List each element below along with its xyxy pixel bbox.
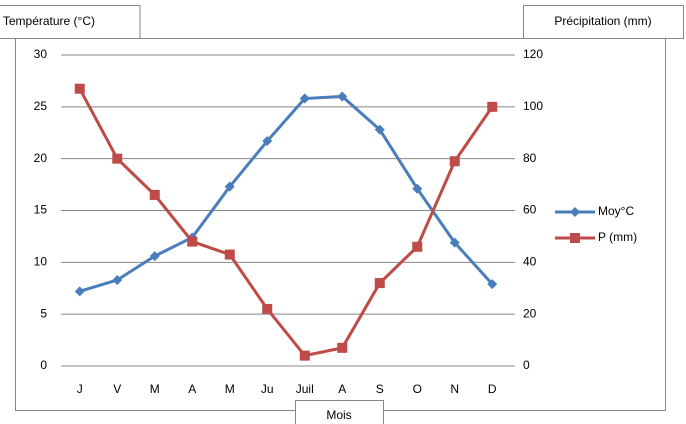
y-tick-label: 10: [34, 255, 48, 269]
data-point: [224, 249, 235, 260]
data-point: [570, 233, 580, 243]
series-line: [78, 87, 494, 358]
x-tick-label: O: [413, 382, 422, 396]
x-tick-label: N: [450, 382, 459, 396]
y-label-box: Température (°C): [0, 5, 141, 39]
series: [74, 91, 498, 297]
data-point: [299, 350, 310, 361]
series: [74, 83, 498, 361]
data-point: [487, 279, 498, 290]
y2-tick-label: 100: [523, 99, 543, 113]
y-tick-label: 20: [34, 151, 48, 165]
y2-tick-label: 120: [523, 47, 543, 61]
x-tick-label: A: [338, 382, 346, 396]
data-point: [149, 189, 160, 200]
y2-tick-label: 0: [523, 358, 530, 372]
x-label-box: Mois: [295, 400, 384, 424]
data-point: [374, 124, 385, 135]
x-tick-label: Ju: [261, 382, 274, 396]
data-point: [74, 286, 85, 297]
data-point: [570, 207, 580, 217]
data-point: [299, 93, 310, 104]
x-tick-label: A: [188, 382, 196, 396]
x-axis-label: Mois: [326, 408, 351, 422]
data-point: [74, 83, 85, 94]
y-tick-label: 25: [34, 99, 48, 113]
series-line: [79, 94, 494, 293]
x-tick-label: D: [488, 382, 497, 396]
y-tick-label: 5: [40, 306, 47, 320]
x-tick-label: Juil: [296, 382, 314, 396]
y2-label-box: Précipitation (mm): [523, 5, 684, 39]
data-point: [224, 181, 235, 192]
y2-tick-label: 60: [523, 203, 537, 217]
legend-label: P (mm): [598, 230, 637, 244]
data-point: [449, 237, 460, 248]
data-point: [262, 136, 273, 147]
y-tick-label: 30: [34, 47, 48, 61]
legend-label: Moy°C: [598, 204, 634, 218]
data-point: [187, 236, 198, 247]
data-point: [149, 251, 160, 262]
data-point: [262, 303, 273, 314]
x-tick-label: J: [77, 382, 83, 396]
y2-tick-label: 80: [523, 151, 537, 165]
data-point: [337, 91, 348, 102]
y2-tick-label: 40: [523, 255, 537, 269]
x-tick-label: M: [225, 382, 235, 396]
y-tick-label: 15: [34, 203, 48, 217]
data-point: [112, 153, 123, 164]
y2-tick-label: 20: [523, 306, 537, 320]
x-tick-label: M: [150, 382, 160, 396]
data-point: [487, 101, 498, 112]
x-tick-label: S: [376, 382, 384, 396]
y-axis-label: Température (°C): [3, 14, 95, 28]
data-point: [374, 278, 385, 289]
data-point: [449, 156, 460, 167]
data-point: [412, 183, 423, 194]
y-tick-label: 0: [40, 358, 47, 372]
data-point: [112, 274, 123, 285]
y2-axis-label: Précipitation (mm): [554, 14, 651, 28]
data-point: [337, 342, 348, 353]
x-tick-label: V: [113, 382, 121, 396]
data-point: [412, 241, 423, 252]
